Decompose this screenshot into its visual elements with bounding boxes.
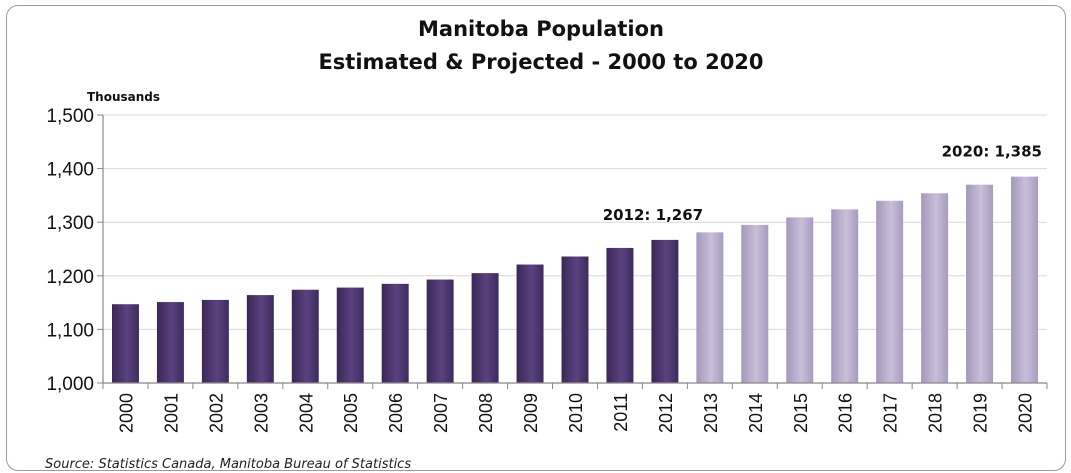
annotation-2020: 2020: 1,385: [942, 143, 1042, 161]
x-tick-label: 2013: [701, 393, 721, 433]
bar-2020: [1011, 176, 1039, 383]
bar-2003: [246, 295, 274, 383]
bar-2000: [111, 304, 139, 383]
x-tick-label: 2019: [971, 393, 991, 433]
y-tick-label: 1,100: [46, 320, 94, 341]
x-tick-label: 2008: [476, 393, 496, 433]
x-tick-label: 2009: [521, 393, 541, 433]
bar-2018: [921, 193, 949, 383]
x-tick-label: 2004: [296, 393, 316, 433]
axes: [97, 114, 1048, 389]
source-note: Source: Statistics Canada, Manitoba Bure…: [45, 457, 411, 471]
x-tick-label: 2002: [206, 393, 226, 433]
bar-2007: [426, 279, 454, 383]
bar-2013: [696, 232, 724, 383]
bar-2009: [516, 264, 544, 383]
chart-title: Manitoba Population: [418, 17, 664, 41]
labels: 1,000 1,100 1,200 1,300 1,400 1,500 2000 2001 20…: [46, 106, 1042, 433]
x-tick-label: 2005: [341, 393, 361, 433]
x-tick-label: 2000: [116, 393, 136, 433]
y-tick-label: 1,500: [46, 106, 94, 127]
bar-2010: [561, 256, 589, 383]
bar-2004: [291, 289, 319, 383]
y-tick-label: 1,000: [46, 374, 94, 395]
x-tick-label: 2016: [836, 393, 856, 433]
bar-2002: [201, 299, 229, 383]
x-tick-label: 2020: [1016, 393, 1036, 433]
x-tick-label: 2014: [746, 393, 766, 433]
x-tick-label: 2003: [251, 393, 271, 433]
bars: [111, 176, 1039, 383]
bar-2014: [741, 224, 769, 383]
y-tick-label: 1,200: [46, 267, 94, 288]
x-tick-label: 2006: [386, 393, 406, 433]
bar-2017: [876, 200, 904, 383]
chart-svg: Manitoba Population Estimated & Projecte…: [45, 17, 1048, 471]
bar-2011: [606, 247, 634, 383]
x-tick-label: 2001: [161, 393, 181, 433]
x-tick-label: 2007: [431, 393, 451, 433]
bar-2006: [381, 283, 409, 383]
bar-2005: [336, 287, 364, 383]
bar-2015: [786, 217, 814, 383]
bar-2008: [471, 273, 499, 383]
bar-2012: [651, 239, 679, 383]
y-tick-label: 1,400: [46, 160, 94, 181]
bar-2016: [831, 209, 859, 383]
x-tick-label: 2011: [611, 393, 631, 432]
annotation-2012: 2012: 1,267: [603, 206, 703, 224]
chart-frame: Manitoba Population Estimated & Projecte…: [6, 5, 1066, 471]
chart-subtitle: Estimated & Projected - 2000 to 2020: [318, 50, 763, 74]
bar-2019: [966, 184, 994, 383]
x-tick-label: 2017: [881, 393, 901, 433]
x-tick-label: 2018: [926, 393, 946, 433]
x-tick-label: 2012: [656, 393, 676, 433]
x-tick-label: 2015: [791, 393, 811, 433]
y-tick-label: 1,300: [46, 213, 94, 234]
y-axis-unit-label: Thousands: [87, 90, 160, 104]
bar-2001: [156, 302, 184, 383]
x-tick-label: 2010: [566, 393, 586, 433]
